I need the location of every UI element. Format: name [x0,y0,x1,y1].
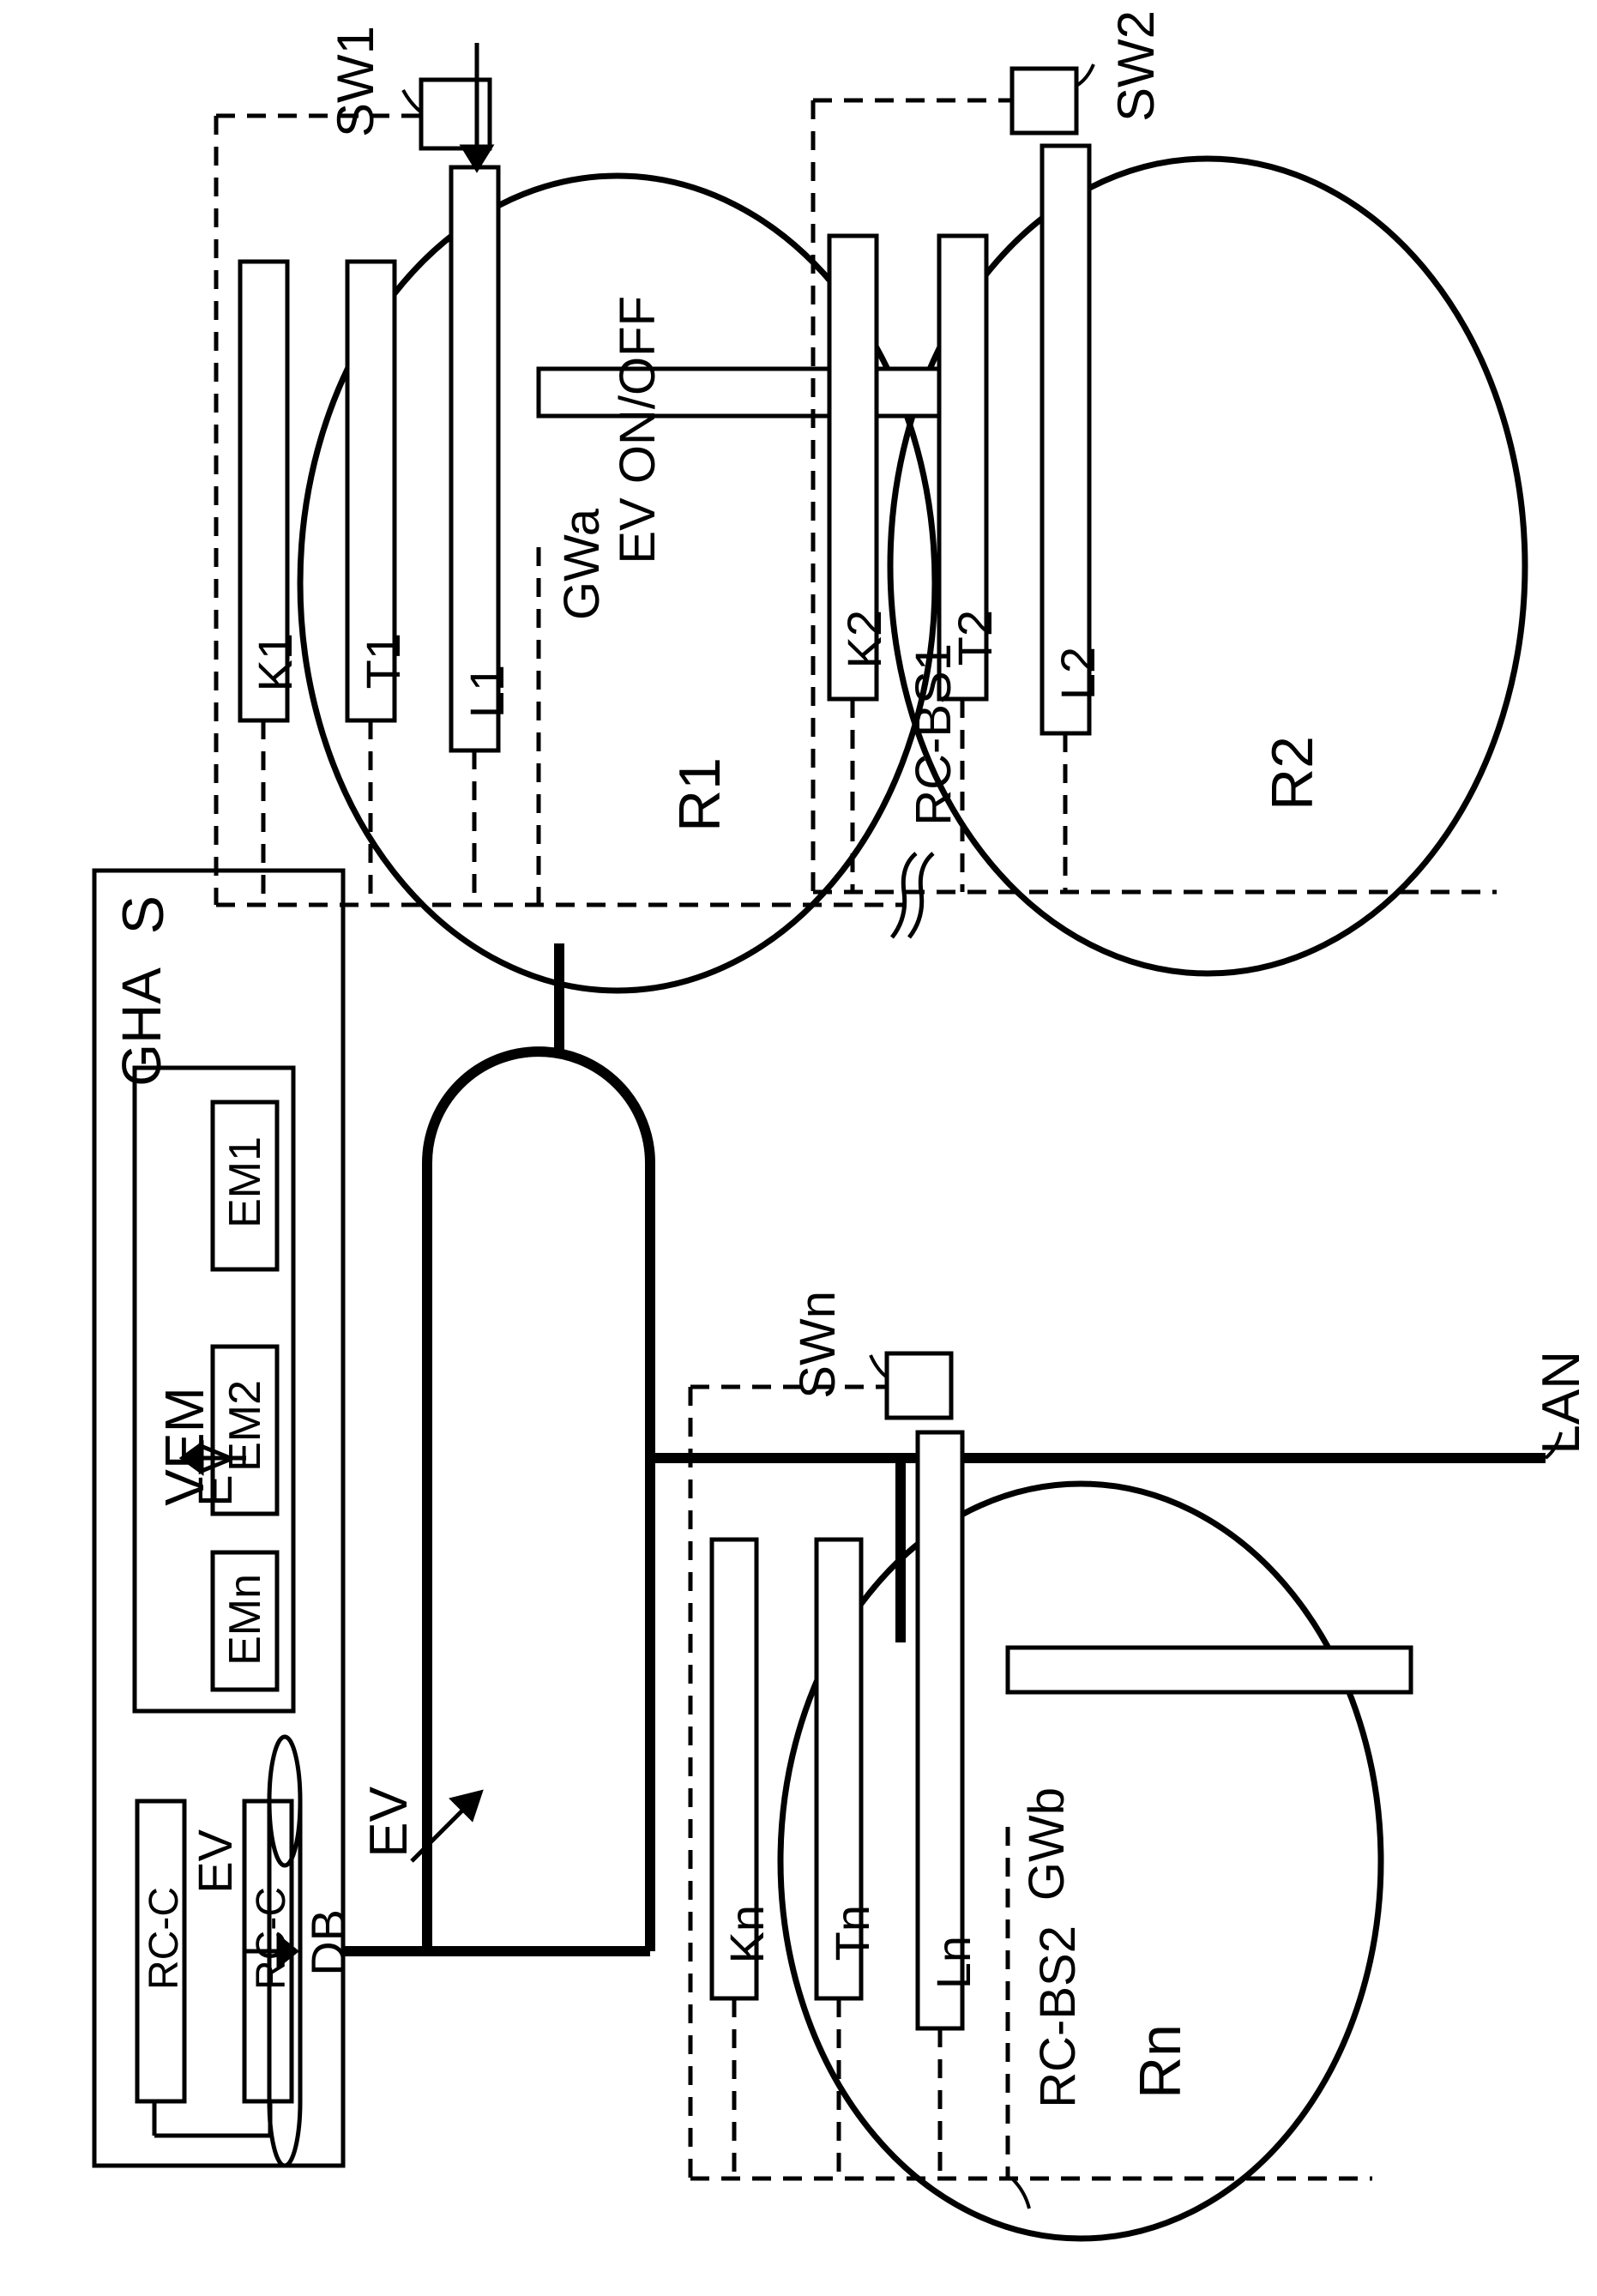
r2-l2 [1042,146,1089,733]
label-t1: T1 [355,633,411,689]
r1-gwa [539,369,942,416]
label-db: DB [300,1909,356,1976]
label-gwa: GWa [553,509,611,620]
label-tn: Tn [824,1905,880,1961]
label-k2: K2 [836,610,892,669]
label-rcbs1: RC-BS1 [905,643,962,826]
label-rcc1: RC-C [141,1887,188,1990]
label-rcc2: RC-C [248,1887,295,1990]
label-r1: R1 [666,757,733,832]
label-ev-lan: EV [359,1787,419,1858]
label-gwb: GWb [1018,1787,1076,1901]
rn-swn [887,1353,951,1418]
label-ln: Ln [925,1936,981,1989]
label-ev1: EV [187,1443,243,1507]
label-sw2: SW2 [1106,10,1166,122]
label-gha: GHA [110,967,173,1087]
diagram-canvas: S GHA VEM EM1 EM2 EMn RC-C RC-C EV EV DB… [0,0,1597,2296]
r2-sw2 [1012,69,1076,133]
rcbs1-wave [892,853,933,937]
label-kn: Kn [719,1905,774,1964]
label-s: S [110,895,177,934]
label-evonoff: EV ON/OFF [609,296,666,564]
label-swn: SWn [789,1291,847,1399]
label-rn: Rn [1127,2024,1194,2099]
rn-gwb [1008,1648,1411,1692]
r1-sw1 [421,80,490,148]
label-lan: LAN [1531,1351,1592,1455]
label-r2: R2 [1259,736,1326,811]
r1-l1 [451,167,498,750]
label-k1: K1 [247,633,303,692]
label-rcbs2: RC-BS2 [1029,1925,1087,2108]
label-em1: EM1 [220,1136,271,1228]
label-l1: L1 [459,665,515,718]
rn-ellipse [780,1484,1381,2239]
label-sw1: SW1 [326,26,385,137]
label-l2: L2 [1050,647,1106,700]
label-emn: EMn [220,1574,271,1666]
label-ev2: EV [187,1829,243,1894]
